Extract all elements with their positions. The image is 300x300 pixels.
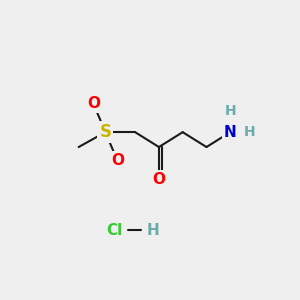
Text: Cl: Cl xyxy=(106,223,122,238)
Text: O: O xyxy=(152,172,165,187)
Text: H: H xyxy=(147,223,159,238)
Text: O: O xyxy=(87,96,100,111)
Text: S: S xyxy=(99,123,111,141)
Text: N: N xyxy=(224,125,237,140)
Text: O: O xyxy=(111,153,124,168)
Text: H: H xyxy=(244,125,255,139)
Text: H: H xyxy=(224,104,236,118)
